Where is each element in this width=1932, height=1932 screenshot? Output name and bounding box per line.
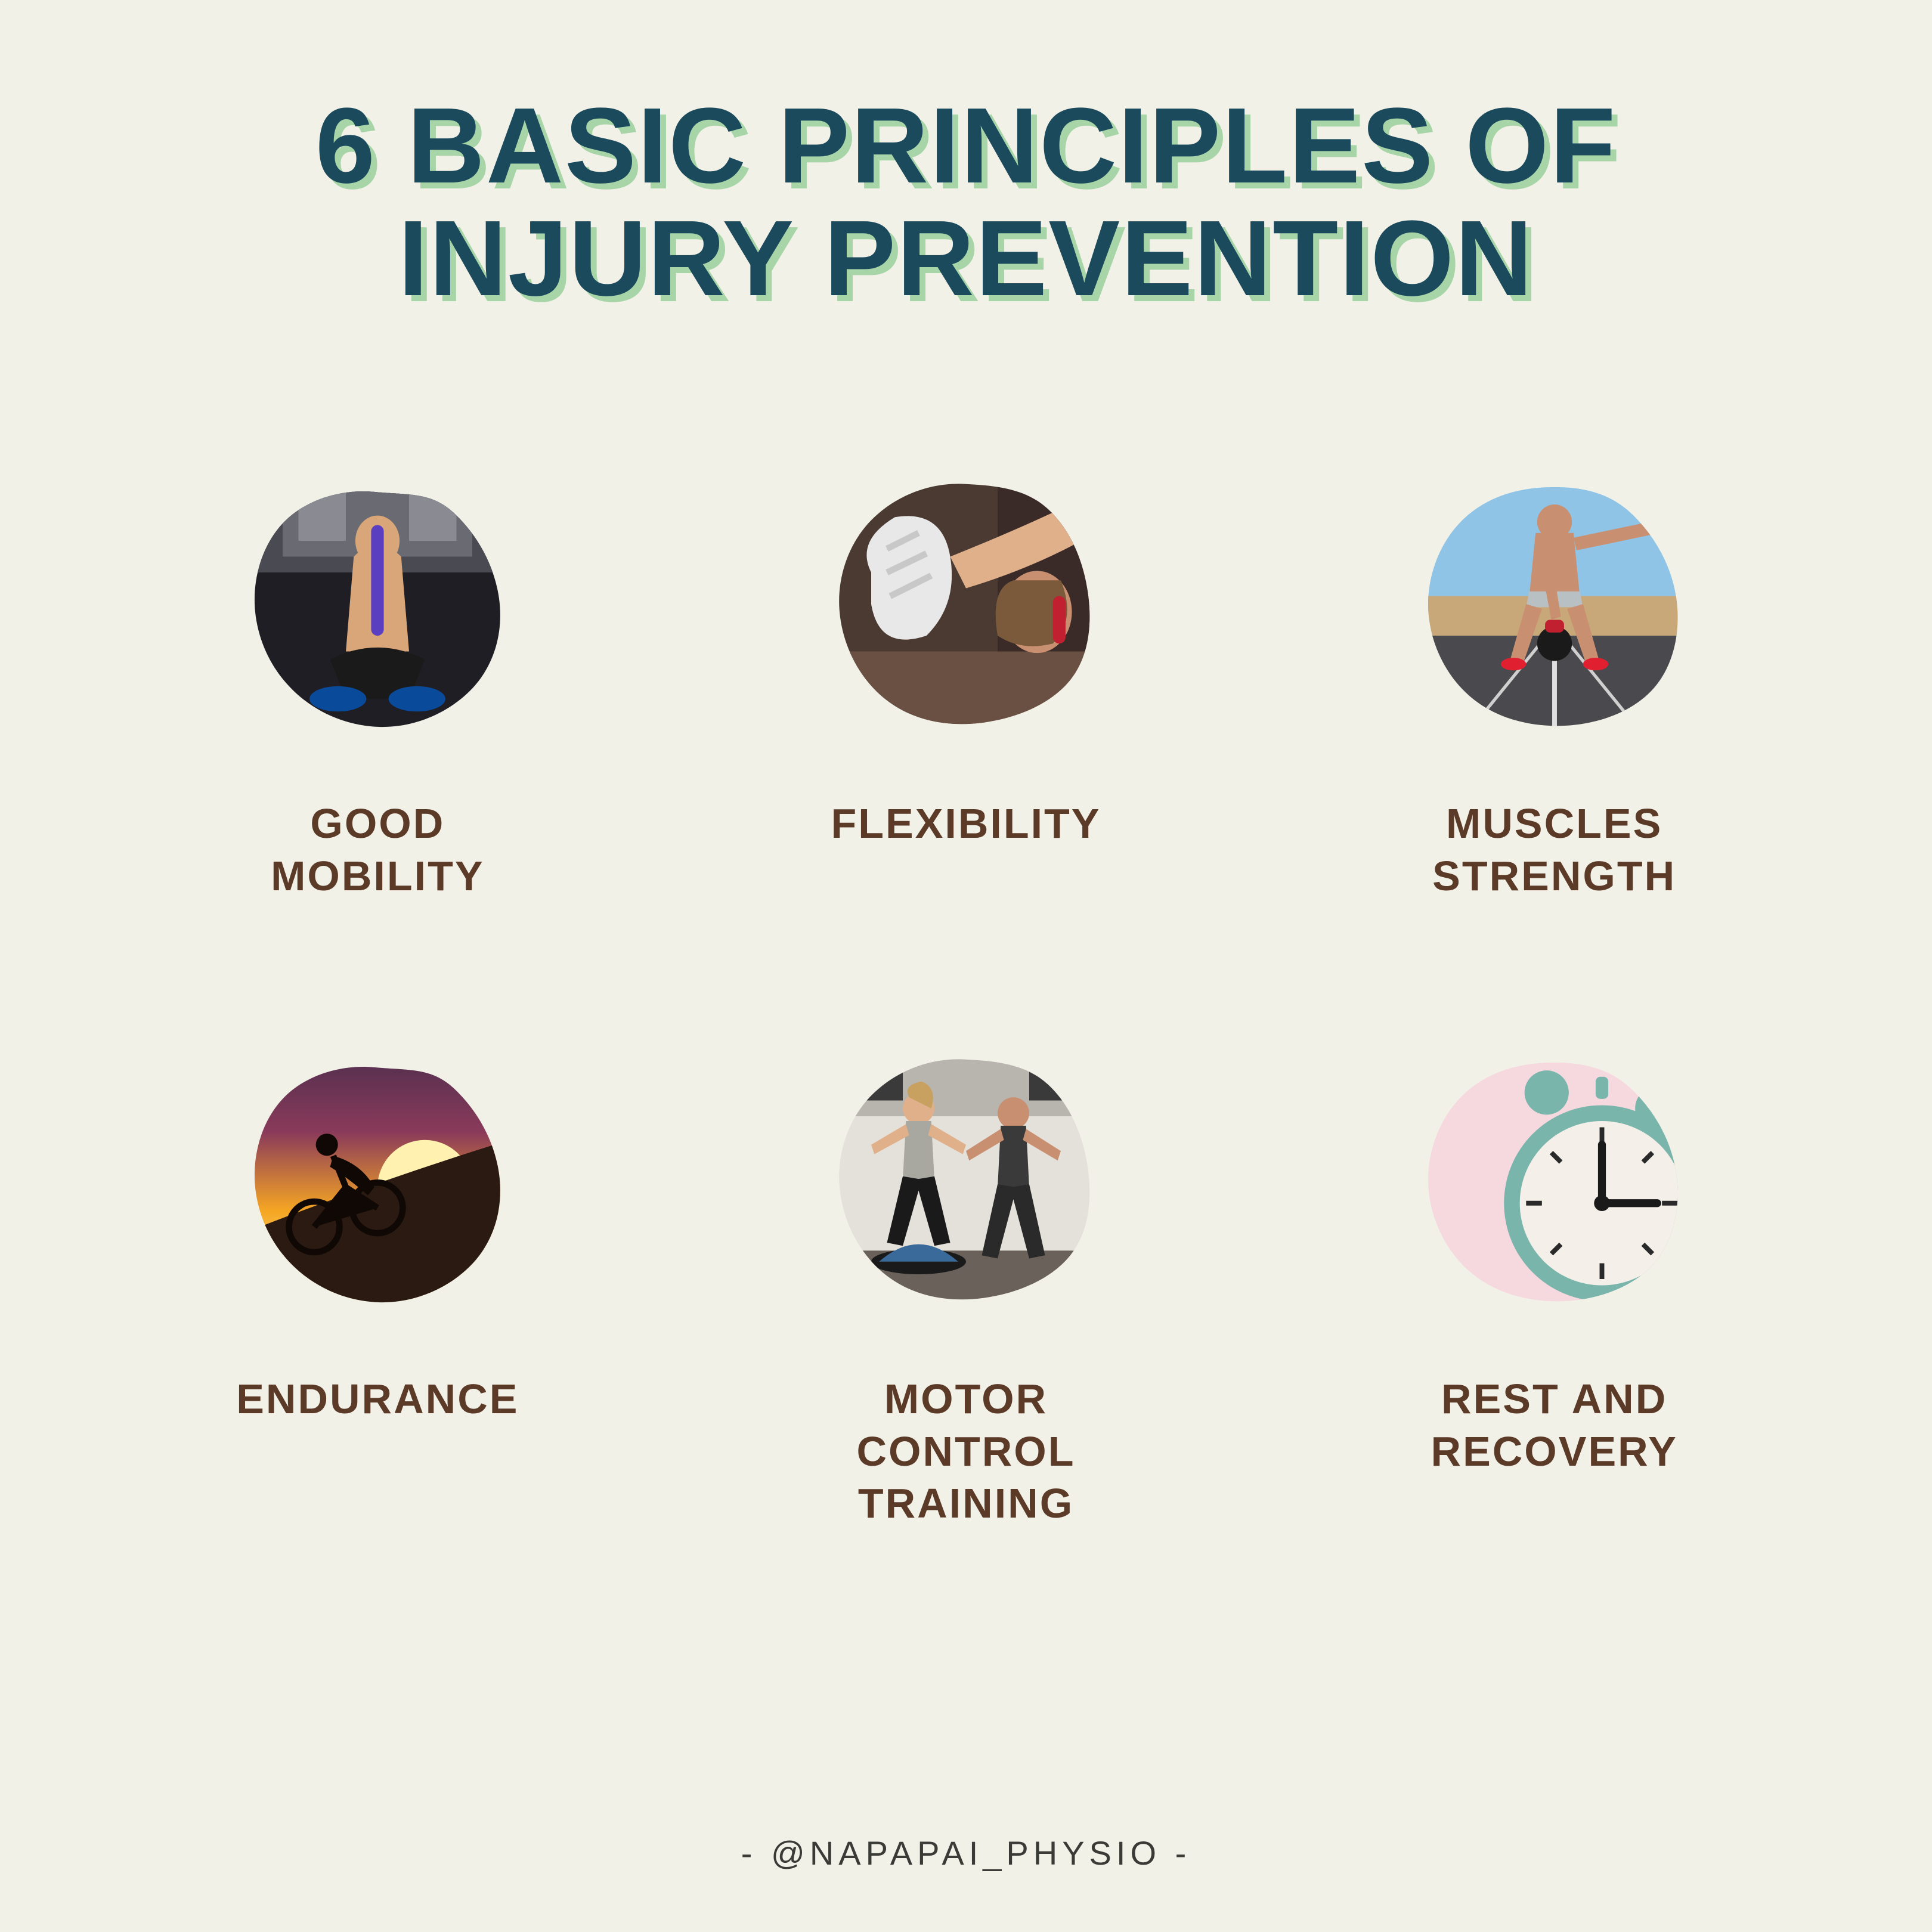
title-line-2: INJURY PREVENTION xyxy=(315,202,1617,315)
principle-motor-control: MOTOR CONTROL TRAINING xyxy=(787,1021,1145,1530)
flexibility-image xyxy=(808,446,1124,762)
credit-handle: - @NAPAPAI_PHYSIO - xyxy=(741,1834,1191,1872)
label-good-mobility: GOOD MOBILITY xyxy=(199,798,556,902)
page-title: 6 BASIC PRINCIPLES OF INJURY PREVENTION xyxy=(315,89,1617,315)
label-muscles-strength: MUSCLES STRENGTH xyxy=(1432,798,1676,902)
label-motor-control: MOTOR CONTROL TRAINING xyxy=(787,1373,1145,1530)
mobility-image xyxy=(219,446,535,762)
principles-grid: GOOD MOBILITY xyxy=(161,446,1771,1530)
motor-control-image xyxy=(808,1021,1124,1337)
principle-rest-recovery: REST AND RECOVERY xyxy=(1376,1021,1733,1530)
endurance-image xyxy=(219,1021,535,1337)
label-endurance: ENDURANCE xyxy=(236,1373,519,1426)
rest-recovery-image xyxy=(1397,1021,1713,1337)
label-flexibility: FLEXIBILITY xyxy=(831,798,1101,850)
strength-image xyxy=(1397,446,1713,762)
principle-endurance: ENDURANCE xyxy=(199,1021,556,1530)
label-rest-recovery: REST AND RECOVERY xyxy=(1431,1373,1678,1478)
principle-good-mobility: GOOD MOBILITY xyxy=(199,446,556,902)
title-line-1: 6 BASIC PRINCIPLES OF xyxy=(315,89,1617,202)
principle-flexibility: FLEXIBILITY xyxy=(787,446,1145,902)
principle-muscles-strength: MUSCLES STRENGTH xyxy=(1376,446,1733,902)
